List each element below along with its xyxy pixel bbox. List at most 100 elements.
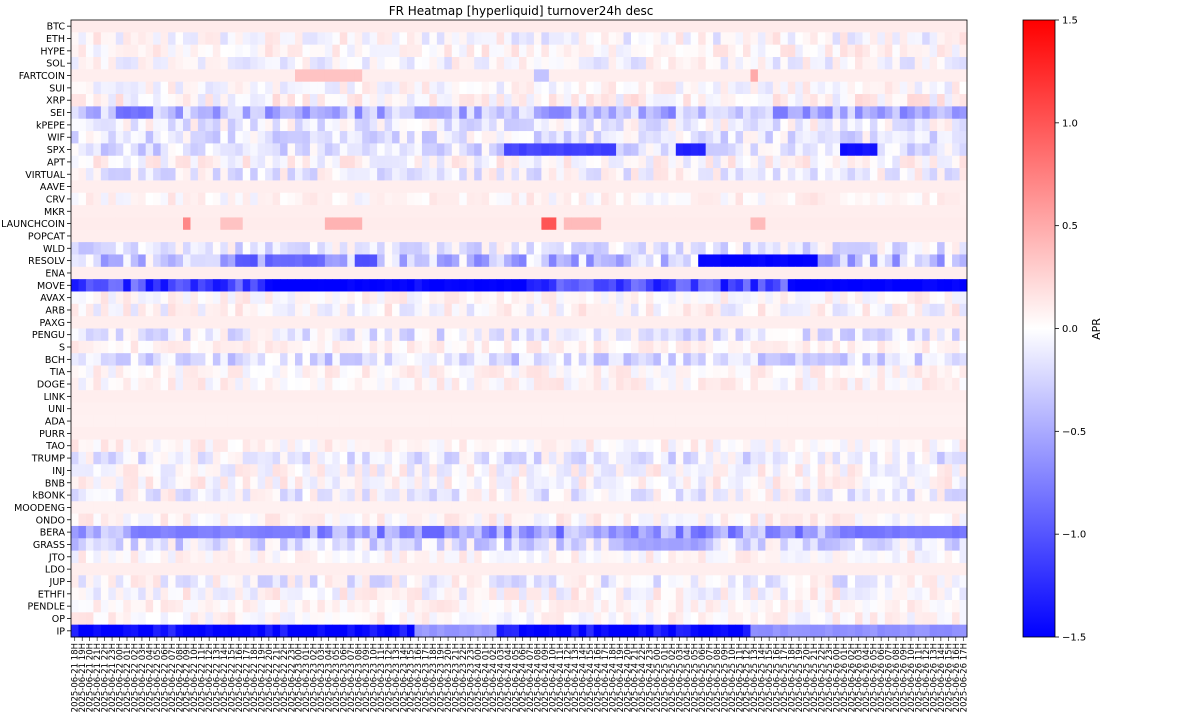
- heatmap-cell: [944, 266, 953, 280]
- heatmap-cell: [548, 427, 557, 440]
- heatmap-cell: [653, 365, 662, 379]
- heatmap-cell: [623, 439, 632, 453]
- heatmap-cell: [317, 340, 326, 354]
- heatmap-cell: [362, 402, 371, 416]
- heatmap-cell: [227, 192, 236, 206]
- heatmap-cell: [399, 57, 408, 70]
- heatmap-cell: [160, 377, 169, 391]
- heatmap-cell: [787, 168, 796, 181]
- heatmap-cell: [720, 205, 729, 218]
- heatmap-cell: [451, 488, 460, 502]
- heatmap-cell: [384, 155, 393, 169]
- heatmap-cell: [115, 118, 124, 132]
- heatmap-cell: [541, 44, 550, 58]
- heatmap-cell: [190, 451, 199, 465]
- heatmap-cell: [810, 131, 819, 144]
- heatmap-cell: [459, 94, 468, 107]
- heatmap-cell: [832, 205, 841, 218]
- heatmap-cell: [205, 192, 214, 206]
- heatmap-cell: [384, 439, 393, 453]
- heatmap-cell: [130, 155, 139, 169]
- heatmap-cell: [354, 118, 363, 132]
- heatmap-cell: [235, 464, 244, 477]
- heatmap-cell: [168, 168, 176, 181]
- heatmap-cell: [205, 81, 214, 95]
- heatmap-cell: [407, 143, 415, 157]
- heatmap-cell: [287, 427, 296, 440]
- heatmap-cell: [309, 205, 318, 218]
- heatmap-cell: [190, 106, 199, 120]
- heatmap-cell: [802, 155, 811, 169]
- heatmap-cell: [563, 328, 572, 342]
- heatmap-cell: [324, 180, 333, 194]
- heatmap-cell: [347, 451, 356, 465]
- heatmap-cell: [153, 20, 161, 33]
- heatmap-cell: [877, 414, 886, 428]
- heatmap-cell: [392, 525, 400, 539]
- heatmap-cell: [772, 57, 781, 70]
- heatmap-cell: [257, 501, 266, 514]
- heatmap-cell: [593, 168, 602, 181]
- heatmap-cell: [653, 118, 662, 132]
- heatmap-cell: [631, 205, 639, 218]
- heatmap-cell: [892, 365, 901, 379]
- heatmap-cell: [608, 439, 617, 453]
- heatmap-cell: [869, 32, 878, 46]
- heatmap-cell: [496, 328, 505, 342]
- heatmap-cell: [601, 229, 609, 243]
- heatmap-cell: [242, 143, 251, 157]
- heatmap-cell: [750, 377, 759, 391]
- heatmap-cell: [660, 279, 669, 292]
- heatmap-cell: [362, 254, 371, 268]
- heatmap-cell: [765, 118, 774, 132]
- heatmap-cell: [250, 427, 259, 440]
- heatmap-cell: [354, 427, 363, 440]
- heatmap-cell: [959, 501, 968, 514]
- heatmap-cell: [272, 316, 281, 329]
- heatmap-cell: [690, 168, 699, 181]
- heatmap-cell: [817, 439, 826, 453]
- heatmap-cell: [653, 353, 662, 366]
- heatmap-cell: [952, 242, 960, 255]
- heatmap-cell: [511, 377, 520, 391]
- heatmap-cell: [317, 316, 326, 329]
- heatmap-cell: [705, 303, 714, 317]
- heatmap-cell: [392, 81, 400, 95]
- heatmap-cell: [713, 20, 721, 33]
- heatmap-cell: [190, 303, 199, 317]
- heatmap-cell: [235, 303, 244, 317]
- heatmap-cell: [436, 69, 445, 83]
- heatmap-cell: [183, 155, 191, 169]
- heatmap-cell: [123, 377, 132, 391]
- heatmap-cell: [877, 377, 886, 391]
- heatmap-cell: [571, 32, 580, 46]
- heatmap-cell: [780, 402, 789, 416]
- heatmap-cell: [675, 316, 684, 329]
- heatmap-cell: [899, 217, 908, 231]
- heatmap-cell: [668, 353, 677, 366]
- heatmap-cell: [265, 254, 273, 268]
- heatmap-cell: [190, 44, 199, 58]
- heatmap-cell: [668, 291, 677, 305]
- heatmap-cell: [668, 57, 677, 70]
- heatmap-cell: [332, 377, 341, 391]
- heatmap-cell: [220, 451, 229, 465]
- heatmap-cell: [571, 242, 580, 255]
- heatmap-cell: [302, 414, 311, 428]
- heatmap-cell: [339, 451, 348, 465]
- heatmap-cell: [802, 291, 811, 305]
- heatmap-cell: [347, 143, 356, 157]
- heatmap-cell: [235, 44, 244, 58]
- heatmap-cell: [100, 464, 109, 477]
- heatmap-cell: [631, 439, 639, 453]
- heatmap-cell: [832, 20, 841, 33]
- heatmap-cell: [145, 94, 154, 107]
- heatmap-cell: [265, 155, 273, 169]
- heatmap-cell: [855, 44, 863, 58]
- heatmap-cell: [855, 32, 863, 46]
- heatmap-cell: [571, 377, 580, 391]
- heatmap-cell: [466, 131, 475, 144]
- heatmap-cell: [504, 414, 512, 428]
- heatmap-cell: [250, 106, 259, 120]
- heatmap-cell: [302, 20, 311, 33]
